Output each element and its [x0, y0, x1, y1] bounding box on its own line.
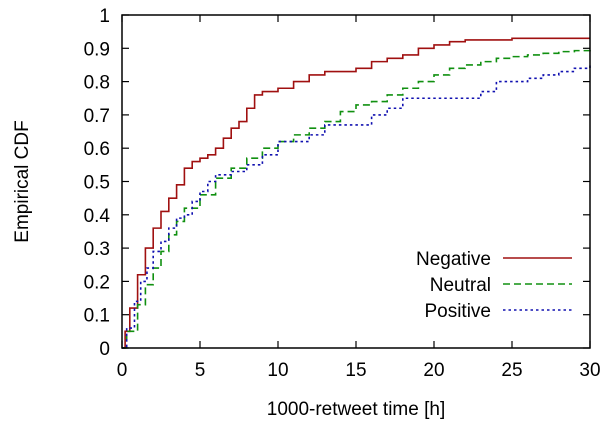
y-tick-label: 0.4	[84, 206, 111, 227]
legend: Negative Neutral Positive	[416, 249, 572, 322]
axis-ticks: 0 5 10 15 20 25 30 0 0.1 0.2 0.3 0.4 0.5 0.6 0.7 0.8 0.9…	[84, 6, 601, 381]
y-tick-label: 0.5	[84, 173, 110, 194]
legend-label-positive: Positive	[424, 301, 491, 322]
x-tick-label: 30	[579, 360, 600, 381]
plot-frame	[121, 14, 591, 349]
y-tick-label: 0.2	[84, 272, 110, 293]
y-tick-label: 0.1	[84, 306, 110, 327]
x-tick-label: 0	[117, 360, 128, 381]
x-tick-label: 10	[267, 360, 288, 381]
x-tick-label: 15	[345, 360, 366, 381]
series-line-negative	[122, 37, 590, 349]
y-tick-label: 0.9	[84, 39, 110, 60]
y-tick-label: 0.3	[84, 239, 110, 260]
x-tick-label: 25	[501, 360, 522, 381]
series-line-positive	[122, 64, 591, 349]
legend-label-negative: Negative	[416, 249, 491, 270]
plot-lines	[122, 37, 591, 349]
series-line-neutral	[122, 48, 591, 349]
y-tick-label: 1	[99, 6, 110, 27]
y-tick-label: 0.6	[84, 139, 110, 160]
legend-label-neutral: Neutral	[430, 275, 491, 296]
y-axis-title: Empirical CDF	[12, 120, 33, 242]
y-tick-label: 0.7	[84, 106, 110, 127]
x-tick-label: 5	[195, 360, 206, 381]
x-tick-label: 20	[423, 360, 444, 381]
x-axis-title: 1000-retweet time [h]	[267, 399, 445, 420]
y-tick-label: 0	[99, 339, 110, 360]
y-tick-label: 0.8	[84, 73, 110, 94]
